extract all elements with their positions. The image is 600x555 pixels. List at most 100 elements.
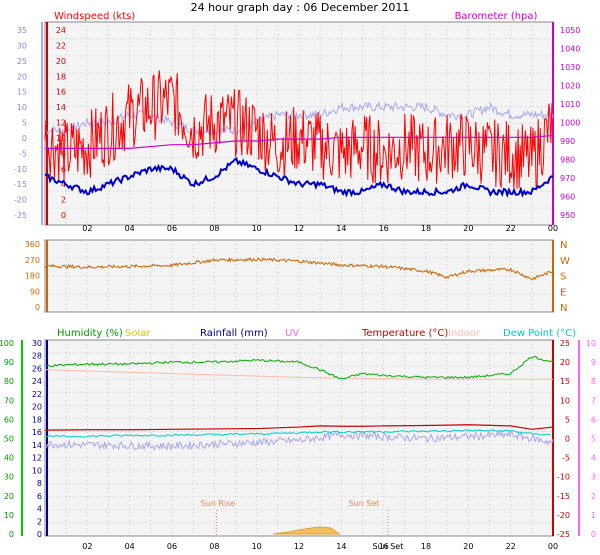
x-tick-label: 22 <box>506 542 516 551</box>
x-sunset-tick: Sun Set <box>372 542 403 551</box>
x-tick-label: 08 <box>209 224 219 233</box>
outer-left-tick: -10 <box>14 165 27 174</box>
compass-label: S <box>560 272 566 283</box>
temperature-tick: -5 <box>562 454 570 463</box>
windspeed-tick: 14 <box>56 103 66 112</box>
windspeed-tick: 22 <box>56 41 66 50</box>
humidity-tick: 40 <box>4 454 14 463</box>
outer-left-tick: -5 <box>19 149 27 158</box>
rainfall-tick: 24 <box>32 377 42 386</box>
humidity-tick: 0 <box>9 530 14 539</box>
direction-tick: 360 <box>25 240 40 249</box>
x-tick-label: 00 <box>548 224 558 233</box>
climate-series <box>44 355 554 536</box>
compass-label: W <box>560 256 570 267</box>
windspeed-tick: 24 <box>56 26 66 35</box>
outer-left-tick: 0 <box>22 134 27 143</box>
direction-series <box>44 256 553 281</box>
humidity-line <box>44 355 554 380</box>
uv-tick: 7 <box>591 396 596 405</box>
windspeed-tick: 0 <box>61 211 66 220</box>
x-tick-label: 04 <box>125 542 135 551</box>
climate-legend: Humidity (%) Solar Rainfall (mm) UV Temperat… <box>57 328 576 339</box>
barometer-tick: 950 <box>560 211 575 220</box>
rainfall-tick: 4 <box>37 505 42 514</box>
x-tick-label: 16 <box>379 224 389 233</box>
rainfall-tick: 18 <box>32 415 42 424</box>
barometer-tick: 970 <box>560 174 575 183</box>
climate-panel <box>44 339 554 537</box>
rainfall-tick: 12 <box>32 454 42 463</box>
outer-left-tick: 35 <box>17 26 27 35</box>
humidity-tick: 30 <box>4 473 14 482</box>
direction-tick: 270 <box>25 256 40 265</box>
humidity-tick: 90 <box>4 358 14 367</box>
humidity-tick: 60 <box>4 415 14 424</box>
temperature-tick: -10 <box>557 473 570 482</box>
legend-item: Indoor <box>448 328 481 339</box>
chart-title: 24 hour graph day : 06 December 2011 <box>191 1 410 14</box>
sunrise-label: Sun Rise <box>201 499 236 508</box>
windspeed-tick: 2 <box>61 196 66 205</box>
humidity-tick: 100 <box>0 339 14 348</box>
sunset-label: Sun Set <box>349 499 380 508</box>
uv-tick: 5 <box>591 435 596 444</box>
wind-series <box>44 70 554 199</box>
rainfall-tick: 26 <box>32 364 42 373</box>
barometer-tick: 1000 <box>560 119 580 128</box>
barometer-tick: 1040 <box>560 45 580 54</box>
windspeed-tick: 18 <box>56 72 66 81</box>
climate-grid <box>45 340 553 536</box>
x-tick-label: 02 <box>82 224 92 233</box>
humidity-tick: 50 <box>4 435 14 444</box>
temperature-tick: -20 <box>557 511 570 520</box>
humidity-tick: 70 <box>4 396 14 405</box>
x-axis-ticks: 02 02 04 04 06 06 08 08 10 10 12 12 14 14 16 16 18 18 20 20… <box>82 224 558 551</box>
x-tick-label: 10 <box>252 224 262 233</box>
outer-left-tick: 25 <box>17 57 27 66</box>
legend-item: Rainfall (mm) <box>200 328 268 339</box>
legend-item: Humidity (%) <box>57 328 123 339</box>
legend-item: Solar <box>125 328 151 339</box>
uv-tick: 9 <box>591 358 596 367</box>
barometer-tick: 1030 <box>560 63 580 72</box>
temperature-tick: 5 <box>565 415 570 424</box>
uv-tick: 6 <box>591 415 596 424</box>
rainfall-tick: 2 <box>37 517 42 526</box>
legend-item: UV <box>285 328 299 339</box>
barometer-tick: 1010 <box>560 100 580 109</box>
outer-left-tick: -25 <box>14 211 27 220</box>
direction-tick: 0 <box>35 303 40 312</box>
outer-left-tick: 30 <box>17 41 27 50</box>
temperature-tick: 0 <box>565 435 570 444</box>
windspeed-tick: 20 <box>56 57 66 66</box>
temperature-line <box>44 424 554 431</box>
rainfall-tick: 6 <box>37 492 42 501</box>
wind-average-line <box>44 156 554 199</box>
outer-left-tick: 5 <box>22 119 27 128</box>
windspeed-tick: 16 <box>56 88 66 97</box>
windspeed-tick: 10 <box>56 134 66 143</box>
direction-tick: 180 <box>25 272 40 281</box>
temperature-tick: -25 <box>557 530 570 539</box>
x-tick-label: 18 <box>421 542 431 551</box>
x-tick-label: 16 <box>379 542 389 551</box>
outer-left-tick: 20 <box>17 72 27 81</box>
x-tick-label: 12 <box>294 542 304 551</box>
windspeed-tick: 12 <box>56 119 66 128</box>
x-tick-label: 00 <box>548 542 558 551</box>
compass-label: N <box>560 303 567 314</box>
uv-tick: 4 <box>591 454 596 463</box>
humidity-tick: 80 <box>4 377 14 386</box>
solar-area <box>273 526 341 535</box>
dew-point-line <box>44 429 551 438</box>
rainfall-tick: 28 <box>32 352 42 361</box>
x-tick-label: 20 <box>463 224 473 233</box>
rainfall-tick: 16 <box>32 428 42 437</box>
compass-label: N <box>560 240 567 251</box>
humidity-tick: 20 <box>4 492 14 501</box>
temperature-tick: 10 <box>560 396 570 405</box>
uv-tick: 3 <box>591 473 596 482</box>
temperature-tick: 25 <box>560 339 570 348</box>
